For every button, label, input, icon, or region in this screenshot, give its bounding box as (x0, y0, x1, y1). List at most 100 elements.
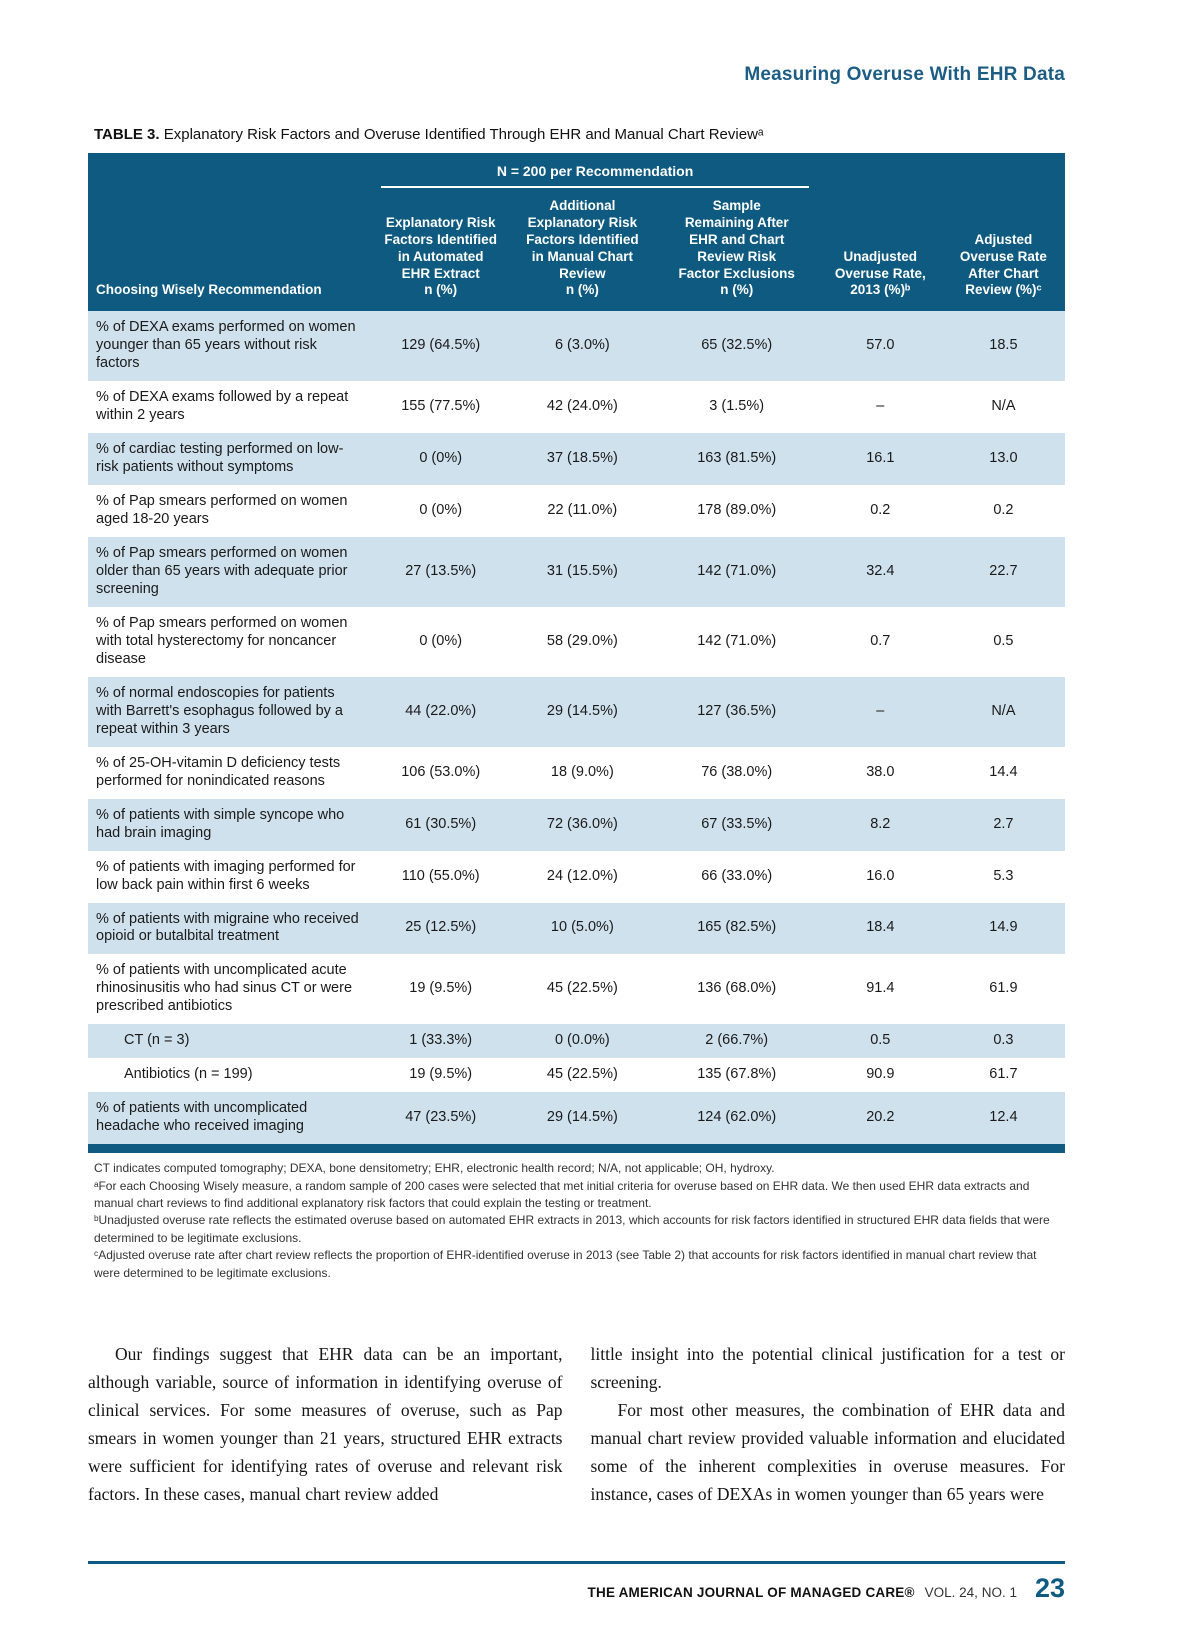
row-label: CT (n = 3) (124, 1032, 190, 1049)
row-value: 25 (12.5%) (405, 919, 477, 936)
row-value: 124 (62.0%) (697, 1109, 777, 1126)
row-value: 13.0 (989, 450, 1018, 467)
row-label: % of patients with migraine who received… (96, 910, 359, 945)
row-value: 14.9 (989, 919, 1018, 936)
row-value: 27 (13.5%) (405, 562, 477, 579)
column-header-row: Choosing Wisely Recommendation Explanato… (88, 188, 1065, 311)
body-paragraph: Our findings suggest that EHR data can b… (88, 1343, 563, 1504)
row-value: 0.2 (993, 502, 1014, 519)
row-value: N/A (991, 398, 1016, 415)
row-value: – (876, 398, 885, 415)
row-value: 178 (89.0%) (697, 502, 777, 519)
row-value: 5.3 (993, 867, 1014, 884)
row-value: 61.9 (989, 980, 1018, 997)
table-row: % of patients with simple syncope who ha… (88, 798, 1065, 851)
row-value: 12.4 (989, 1109, 1018, 1126)
row-value: 22.7 (989, 562, 1018, 579)
body-column-right: little insight into the potential clinic… (591, 1340, 1066, 1508)
row-value: 136 (68.0%) (697, 980, 777, 997)
table-row: Antibiotics (n = 199) 19 (9.5%) 45 (22.5%)… (88, 1058, 1065, 1092)
row-label: % of normal endoscopies for patients wit… (96, 684, 343, 737)
row-label: Antibiotics (n = 199) (124, 1066, 253, 1083)
body-text: Our findings suggest that EHR data can b… (88, 1340, 1065, 1508)
row-value: 18 (9.0%) (550, 763, 614, 780)
row-label: % of patients with uncomplicated acute r… (96, 962, 353, 1015)
table-title-text: Explanatory Risk Factors and Overuse Ide… (163, 126, 764, 143)
row-value: 29 (14.5%) (546, 702, 618, 719)
page-number: 23 (1034, 1573, 1065, 1603)
row-label: % of DEXA exams followed by a repeat wit… (96, 389, 349, 424)
row-value: 129 (64.5%) (401, 337, 481, 354)
table-row: % of normal endoscopies for patients wit… (88, 676, 1065, 747)
row-value: 6 (3.0%) (554, 337, 610, 354)
row-label: % of patients with imaging performed for… (96, 858, 356, 893)
row-value: 2 (66.7%) (705, 1032, 769, 1049)
row-label: % of DEXA exams performed on women young… (96, 319, 356, 372)
row-value: 18.5 (989, 337, 1018, 354)
table-row: % of patients with imaging performed for… (88, 851, 1065, 903)
row-value: 61.7 (989, 1066, 1018, 1083)
body-column-left: Our findings suggest that EHR data can b… (88, 1340, 563, 1508)
row-value: 29 (14.5%) (546, 1109, 618, 1126)
row-value: 58 (29.0%) (546, 632, 618, 649)
column-header-adjusted-rate: Adjusted Overuse Rate After Chart Review… (959, 231, 1047, 298)
table-row: % of patients with uncomplicated acute r… (88, 954, 1065, 1024)
row-value: 37 (18.5%) (546, 450, 618, 467)
row-value: 163 (81.5%) (697, 450, 777, 467)
table-row: CT (n = 3) 1 (33.3%) 0 (0.0%) 2 (66.7%) 0.5 0… (88, 1024, 1065, 1059)
row-value: N/A (991, 702, 1016, 719)
row-value: 110 (55.0%) (401, 867, 480, 884)
row-value: 47 (23.5%) (405, 1109, 477, 1126)
running-head: Measuring Overuse With EHR Data (744, 64, 1065, 85)
table-row: % of Pap smears performed on women aged … (88, 485, 1065, 537)
row-value: 45 (22.5%) (546, 1066, 618, 1083)
row-value: 45 (22.5%) (546, 980, 618, 997)
row-label: % of patients with simple syncope who ha… (96, 806, 345, 841)
row-value: 1 (33.3%) (409, 1032, 473, 1049)
row-value: 127 (36.5%) (697, 702, 777, 719)
row-value: 3 (1.5%) (709, 398, 765, 415)
table-label: TABLE 3. (94, 126, 160, 143)
row-value: 0 (0%) (419, 450, 463, 467)
table-header: N = 200 per Recommendation Choosing Wise… (88, 153, 1065, 312)
table-row: % of patients with uncomplicated headach… (88, 1092, 1065, 1145)
row-value: 18.4 (866, 919, 895, 936)
row-value: 14.4 (989, 763, 1018, 780)
row-value: 0.3 (993, 1032, 1014, 1049)
row-value: 106 (53.0%) (401, 763, 481, 780)
row-value: 57.0 (866, 337, 895, 354)
row-value: 2.7 (993, 815, 1014, 832)
table-row: % of DEXA exams followed by a repeat wit… (88, 381, 1065, 433)
row-value: 20.2 (866, 1109, 895, 1126)
table-row: % of DEXA exams performed on women young… (88, 311, 1065, 382)
row-value: 0.2 (870, 502, 891, 519)
table-row: % of patients with migraine who received… (88, 902, 1065, 955)
footnote: ᵃFor each Choosing Wisely measure, a ran… (94, 1178, 1030, 1210)
row-value: 0 (0.0%) (554, 1032, 610, 1049)
row-value: 72 (36.0%) (546, 815, 618, 832)
span-header-spacer-left (88, 163, 371, 188)
row-value: 16.1 (866, 450, 895, 467)
row-label: % of Pap smears performed on women older… (96, 544, 348, 597)
table-row: % of cardiac testing performed on low-ri… (88, 433, 1065, 486)
row-value: 32.4 (866, 562, 895, 579)
row-value: 142 (71.0%) (697, 562, 777, 579)
footnote: ᵇUnadjusted overuse rate reflects the es… (94, 1213, 1050, 1245)
footnote: ᶜAdjusted overuse rate after chart revie… (94, 1248, 1037, 1280)
span-header: N = 200 per Recommendation (381, 163, 809, 188)
column-header-chart-review: Additional Explanatory Risk Factors Iden… (526, 198, 639, 298)
column-header-sample-remaining: Sample Remaining After EHR and Chart Rev… (678, 198, 795, 298)
row-label: % of Pap smears performed on women aged … (96, 493, 348, 527)
row-value: 31 (15.5%) (546, 562, 618, 579)
row-value: 0.7 (870, 632, 891, 649)
row-value: 66 (33.0%) (701, 867, 773, 884)
issue-info: VOL. 24, NO. 1 (924, 1585, 1017, 1600)
row-value: 90.9 (866, 1066, 895, 1083)
table-row: % of Pap smears performed on women with … (88, 607, 1065, 677)
row-value: 155 (77.5%) (401, 398, 481, 415)
row-value: 142 (71.0%) (697, 632, 777, 649)
row-label: % of patients with uncomplicated headach… (96, 1100, 308, 1135)
row-value: 65 (32.5%) (701, 337, 773, 354)
body-paragraph: little insight into the potential clinic… (590, 1343, 1066, 1392)
table-row: % of 25-OH-vitamin D deficiency tests pe… (88, 747, 1065, 799)
